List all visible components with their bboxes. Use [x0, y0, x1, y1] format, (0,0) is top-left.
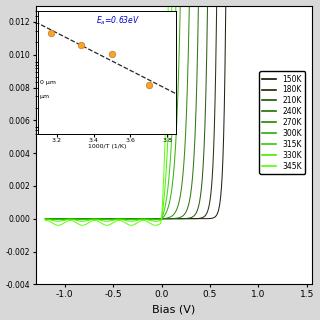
X-axis label: Bias (V): Bias (V) — [152, 304, 195, 315]
Legend: 150K, 180K, 210K, 240K, 270K, 300K, 315K, 330K, 345K: 150K, 180K, 210K, 240K, 270K, 300K, 315K… — [260, 71, 305, 174]
